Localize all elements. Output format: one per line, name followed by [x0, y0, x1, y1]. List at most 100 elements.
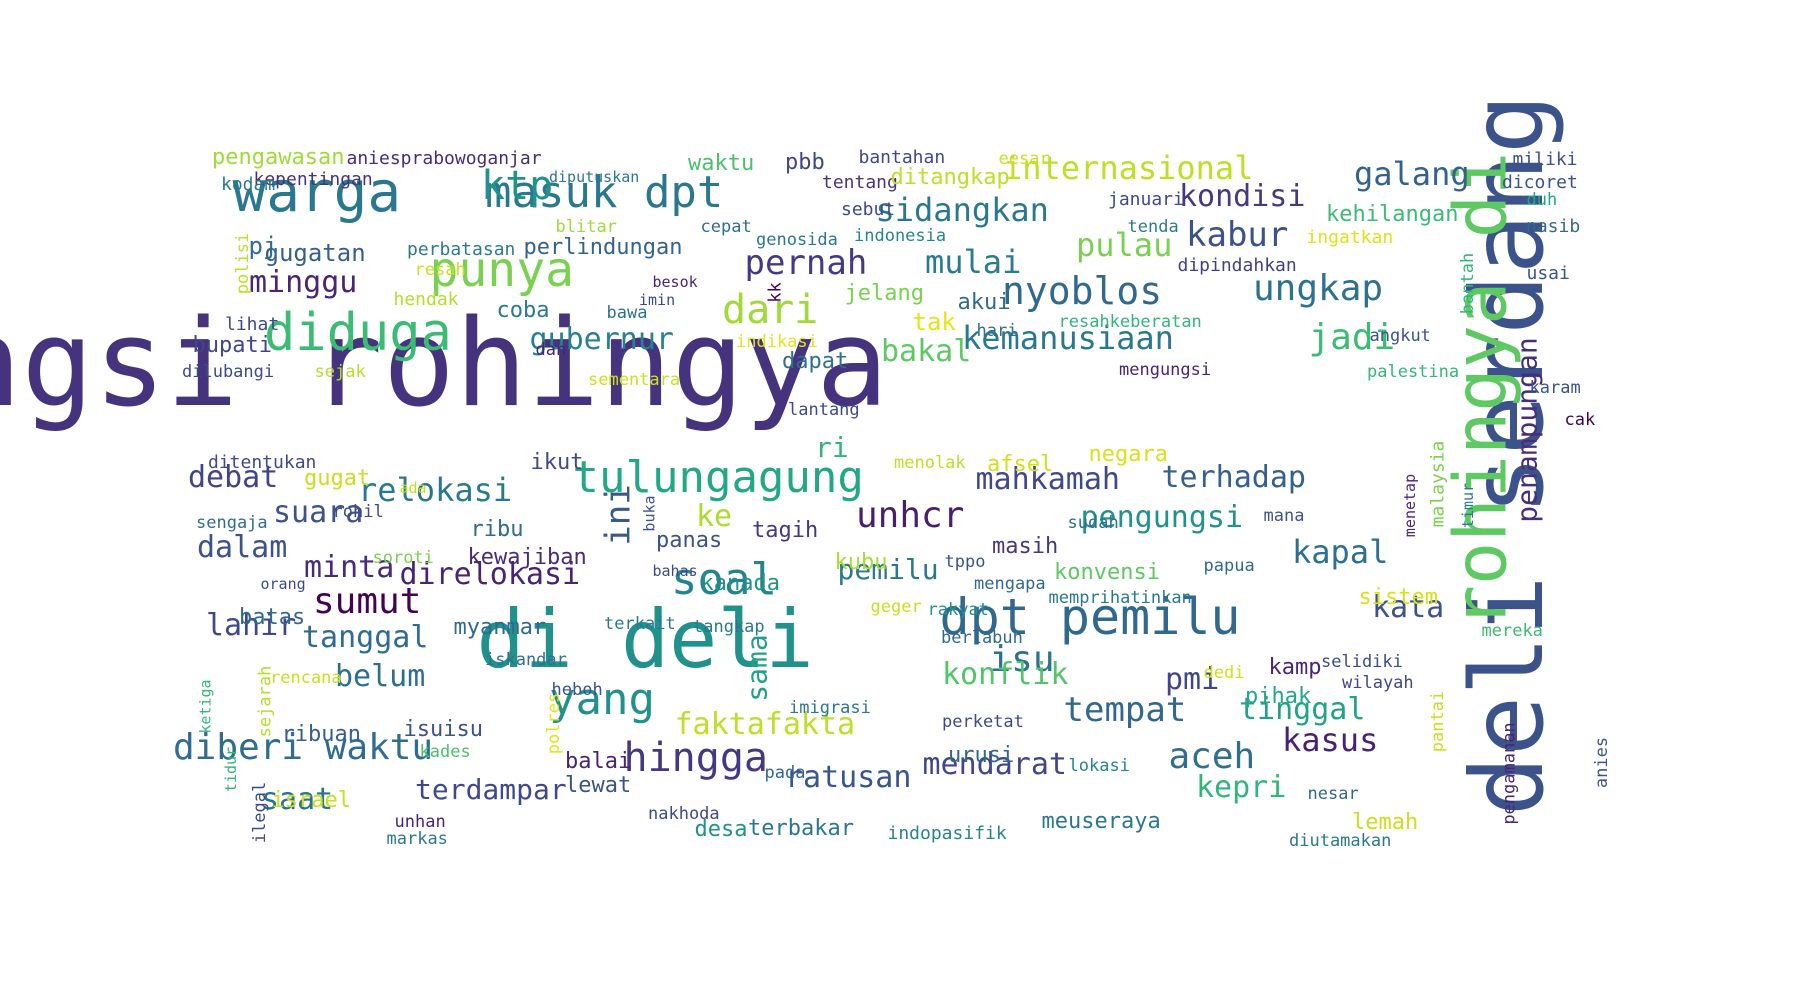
word-cloud-term: imin	[639, 290, 676, 309]
word-cloud-term: eesar	[998, 148, 1050, 169]
word-cloud-term: soroti	[372, 547, 434, 568]
word-cloud-term: akui	[957, 290, 1011, 315]
word-cloud-term: afsel	[987, 452, 1054, 477]
word-cloud-term: relokasi	[358, 471, 513, 509]
word-cloud-term: lemah	[1352, 810, 1419, 835]
word-cloud-term: nyoblos	[1002, 269, 1163, 313]
word-cloud-term: lokasi	[1068, 755, 1130, 776]
word-cloud-term: resahkeberatan	[1058, 311, 1202, 332]
word-cloud-term: kepri	[1196, 770, 1287, 805]
word-cloud-term: warga	[232, 160, 402, 225]
word-cloud-term: sama	[740, 634, 774, 702]
word-cloud-term: pihak	[1245, 684, 1312, 709]
word-cloud-term: resah	[414, 259, 466, 280]
word-cloud-term: heboh	[551, 679, 603, 700]
word-cloud-term: genosida	[756, 229, 838, 250]
word-cloud-term: kubu	[834, 550, 888, 575]
word-cloud-term: ditangkap	[890, 165, 1010, 190]
word-cloud-term: terbakar	[748, 816, 854, 841]
word-cloud-term: negara	[1088, 442, 1168, 467]
word-cloud-term: sebut	[841, 199, 896, 220]
word-cloud-term: dapat	[782, 349, 849, 374]
word-cloud-term: ditentukan	[208, 452, 317, 473]
word-cloud-term: besok	[652, 272, 698, 291]
word-cloud-term: suara	[273, 495, 364, 530]
word-cloud-term: dipindahkan	[1177, 255, 1297, 276]
word-cloud-term: gugat	[304, 466, 371, 491]
word-cloud-term: ribuan	[281, 722, 361, 747]
word-cloud-term: tulungagung	[572, 452, 864, 503]
word-cloud-term: aniesprabowoganjar	[346, 148, 542, 169]
word-cloud-term: lantang	[788, 399, 860, 420]
word-cloud-term: bakal	[881, 334, 972, 369]
word-cloud-term: malaysia	[1426, 440, 1448, 528]
word-cloud-term: orang	[260, 574, 306, 593]
word-cloud-term: kasus	[1282, 721, 1379, 759]
word-cloud-term: mereka	[1481, 620, 1543, 641]
word-cloud-term: jadi	[1308, 317, 1396, 358]
word-cloud-term: direlokasi	[399, 557, 581, 592]
word-cloud-term: blitar	[555, 216, 617, 237]
word-cloud-term: ri	[815, 431, 849, 464]
word-cloud-term: minta	[304, 550, 395, 585]
word-cloud-term: rencana	[270, 667, 342, 688]
word-cloud-term: saat	[261, 782, 334, 817]
word-cloud-term: bawa	[606, 302, 648, 323]
word-cloud-term: soal	[671, 554, 777, 605]
word-cloud-term: israel	[271, 788, 351, 813]
word-cloud-term: ungkap	[1253, 268, 1384, 309]
word-cloud-term: balai	[565, 749, 632, 774]
word-cloud-term: yang	[549, 674, 655, 725]
word-cloud-term: pantai	[1427, 690, 1448, 752]
word-cloud-term: kabur	[1186, 215, 1289, 255]
word-cloud-term: menetap	[1400, 473, 1419, 537]
word-cloud-term: meuseraya	[1041, 809, 1161, 834]
word-cloud-term: mahkamah	[975, 462, 1121, 497]
word-cloud-term: desa	[694, 817, 748, 842]
word-cloud-term: dilubangi	[182, 361, 275, 382]
word-cloud-term: selidiki	[1321, 651, 1403, 672]
word-cloud-term: ratusan	[785, 760, 912, 795]
word-cloud-term: mengapa	[974, 573, 1046, 594]
word-cloud-term: kepentingan	[253, 169, 373, 190]
word-cloud-term: bupati	[192, 333, 272, 358]
word-cloud-term: lihat	[225, 314, 280, 335]
word-cloud-term: konflik	[942, 657, 1069, 692]
word-cloud-term: januari	[1108, 189, 1184, 210]
word-cloud-term: duh	[1526, 189, 1558, 210]
word-cloud-term: ktp	[481, 163, 554, 209]
word-cloud-term: kk	[765, 281, 786, 303]
word-cloud-term: perlindungan	[523, 235, 683, 260]
word-cloud-term: pada	[764, 762, 806, 783]
word-cloud-term: punya	[429, 242, 575, 298]
word-cloud-term: pengungsi	[1080, 500, 1244, 535]
word-cloud-term: bantahan	[858, 147, 946, 168]
word-cloud-term: tangkap	[693, 616, 765, 637]
word-cloud-term: dpt pemilu	[939, 588, 1241, 646]
word-cloud-term: kondisi	[1179, 179, 1306, 214]
word-cloud-term: diberi waktu	[173, 727, 434, 768]
word-cloud-term: ini	[598, 484, 639, 546]
word-cloud-term: perketat	[942, 711, 1024, 732]
word-cloud-term: tppo	[944, 551, 986, 572]
word-cloud-term: mengungsi	[1119, 359, 1212, 380]
word-cloud-term: dicoret	[1502, 172, 1578, 193]
word-cloud-term: pengamanan	[1499, 721, 1520, 825]
word-cloud-term: mendarat	[922, 747, 1068, 782]
word-cloud-term: timur	[1458, 482, 1477, 528]
word-cloud-term: tak	[912, 308, 956, 336]
word-cloud-term: dan	[535, 339, 567, 360]
word-cloud-term: panas	[656, 528, 723, 553]
word-cloud-term: dari	[722, 287, 819, 333]
word-cloud-term: papua	[1203, 555, 1255, 576]
word-cloud-term: indikasi	[736, 331, 818, 352]
word-cloud-term: gubernur	[529, 322, 675, 357]
word-cloud-term: dedi	[1203, 662, 1245, 683]
word-cloud-term: diutamakan	[1289, 830, 1392, 851]
word-cloud-term: menolak	[894, 452, 966, 473]
word-cloud-term: ketiga	[196, 678, 215, 734]
word-cloud-term: mana	[1263, 505, 1305, 526]
word-cloud-term: tempat	[1063, 690, 1187, 730]
word-cloud-term: perbatasan	[407, 239, 516, 260]
